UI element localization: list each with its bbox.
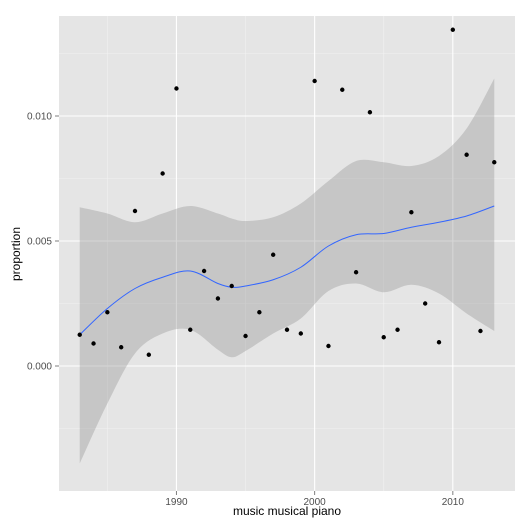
data-point [270, 252, 276, 257]
data-point [312, 78, 317, 84]
data-point [243, 333, 248, 339]
major-gridlines [59, 16, 515, 491]
x-tick-label: 1990 [165, 497, 188, 508]
data-point [118, 345, 124, 350]
data-point [478, 328, 483, 334]
x-tick-label: 2010 [442, 497, 465, 508]
data-point [492, 160, 497, 165]
plot-panel [59, 16, 515, 491]
x-tick-label: 2000 [304, 497, 327, 508]
data-point [91, 341, 96, 346]
data-point [298, 331, 304, 336]
points [77, 27, 497, 357]
data-point [174, 86, 179, 91]
data-point [160, 171, 165, 176]
data-point [284, 327, 290, 332]
y-tick-label: 0.000 [27, 362, 52, 373]
x-axis: 1990 2000 2010 [165, 491, 464, 508]
minor-gridlines [59, 16, 515, 491]
data-point [188, 327, 193, 332]
data-point [464, 152, 469, 157]
data-point [77, 332, 82, 337]
data-point [395, 327, 400, 332]
data-point [146, 352, 152, 357]
x-axis-title: music musical piano [233, 504, 341, 518]
y-tick-label: 0.010 [27, 112, 52, 123]
data-point [436, 340, 442, 345]
data-point [326, 343, 331, 349]
smooth-line [79, 205, 495, 336]
y-tick-label: 0.005 [27, 237, 52, 248]
data-point [450, 27, 456, 32]
data-point [132, 208, 138, 214]
y-axis-title: proportion [9, 227, 23, 281]
data-point [257, 310, 262, 315]
y-axis: 0.000 0.005 0.010 [27, 112, 59, 373]
data-point [215, 296, 221, 301]
data-point [340, 87, 345, 92]
confidence-ribbon [79, 78, 495, 464]
data-point [229, 283, 234, 289]
data-point [201, 268, 207, 274]
data-point [105, 310, 110, 315]
data-point [409, 210, 414, 215]
data-point [367, 110, 373, 115]
data-point [422, 301, 428, 306]
data-point [353, 270, 359, 275]
data-point [381, 335, 386, 340]
